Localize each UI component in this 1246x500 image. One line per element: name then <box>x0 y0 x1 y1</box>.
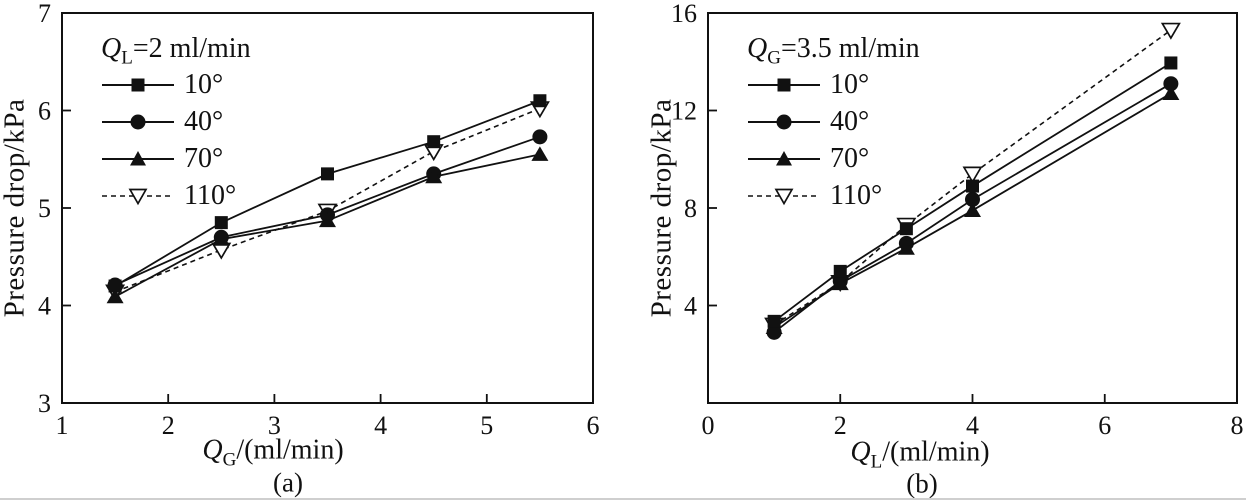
legend-label: 40° <box>184 105 224 137</box>
series-10deg <box>767 56 1178 328</box>
filled-square-line-icon <box>748 78 820 91</box>
filled-triangle-marker <box>964 202 981 217</box>
filled-triangle-marker <box>531 146 549 161</box>
axes: 1 2 3 4 5 6 3 4 5 6 7 <box>38 0 600 440</box>
filled-square-marker <box>427 135 441 149</box>
open-triangle-marker <box>1160 22 1181 40</box>
filled-circle-marker <box>965 191 980 207</box>
filled-triangle-marker <box>425 168 443 184</box>
filled-triangle-line-icon <box>748 150 820 165</box>
axes: 0 2 4 6 8 4 8 12 16 <box>671 0 1244 440</box>
legend-row-110deg: 110° <box>747 177 920 214</box>
filled-triangle-marker <box>831 275 849 291</box>
tick-label: 3 <box>38 389 51 418</box>
legend-row-10deg: 10° <box>101 66 251 103</box>
filled-square-marker <box>214 216 228 230</box>
filled-triangle-marker <box>897 240 915 255</box>
filled-square-marker <box>966 179 979 193</box>
tick-label: 4 <box>38 292 51 321</box>
legend-row-40deg: 40° <box>747 103 920 140</box>
filled-circle-marker <box>1163 76 1179 92</box>
tick-label: 6 <box>587 411 600 440</box>
filled-square-marker <box>767 314 781 328</box>
panel-caption-b: (b) <box>906 468 938 499</box>
legend-label: 10° <box>184 68 224 100</box>
filled-triangle-marker <box>212 231 230 246</box>
y-axis-label-a: Pressure drop/kPa <box>0 98 31 318</box>
tick-label: 4 <box>374 411 387 440</box>
tick-label: 3 <box>268 411 281 440</box>
legend-label: 110° <box>830 179 883 211</box>
open-triangle-marker <box>962 166 983 184</box>
tick-label: 4 <box>684 292 697 321</box>
filled-triangle-marker <box>1162 85 1180 100</box>
legend-label: 40° <box>830 105 870 137</box>
filled-square-marker <box>833 264 847 278</box>
legend-row-110deg: 110° <box>101 177 251 214</box>
legend-row-70deg: 70° <box>747 140 920 177</box>
legend-label: 10° <box>830 68 870 100</box>
tick-label: 8 <box>684 194 697 223</box>
legend-row-40deg: 40° <box>101 103 251 140</box>
tick-label: 0 <box>702 411 715 440</box>
legend-b: QG=3.5 ml/min 10° 40° 70° 110° <box>747 32 920 214</box>
tick-label: 16 <box>671 0 697 28</box>
filled-triangle-marker <box>106 288 124 304</box>
filled-circle-line-icon <box>748 114 820 129</box>
legend-title-b: QG=3.5 ml/min <box>747 33 920 69</box>
filled-square-marker <box>533 94 547 108</box>
legend-label: 70° <box>830 142 870 174</box>
pressure-drop-vs-gas-flow-chart: 1 2 3 4 5 6 3 4 5 6 7 <box>38 0 600 440</box>
series-70deg <box>106 146 549 304</box>
x-axis-label-a: QG/(ml/min) <box>202 434 344 471</box>
legend-a: QL=2 ml/min 10° 40° 70° 110° <box>101 32 251 214</box>
series-10deg <box>108 94 547 293</box>
tick-label: 5 <box>38 194 51 223</box>
tick-label: 5 <box>480 411 493 440</box>
panel-caption-a: (a) <box>273 467 303 498</box>
tick-label: 4 <box>966 411 979 440</box>
filled-square-marker <box>899 222 913 236</box>
tick-label: 8 <box>1231 411 1244 440</box>
filled-square-line-icon <box>102 78 174 91</box>
tick-label: 6 <box>38 97 51 126</box>
legend-row-10deg: 10° <box>747 66 920 103</box>
open-triangle-dashed-line-icon <box>102 188 174 205</box>
legend-title-a: QL=2 ml/min <box>101 33 251 69</box>
filled-circle-line-icon <box>102 114 174 129</box>
tick-label: 2 <box>162 411 175 440</box>
legend-label: 110° <box>184 179 237 211</box>
figure-bottom-rule <box>0 498 1246 500</box>
filled-triangle-marker <box>319 212 336 228</box>
filled-triangle-line-icon <box>102 150 174 165</box>
filled-square-marker <box>108 279 122 293</box>
open-triangle-dashed-line-icon <box>748 188 820 205</box>
tick-label: 1 <box>56 411 69 440</box>
tick-label: 2 <box>834 411 847 440</box>
y-axis-label-b: Pressure drop/kPa <box>645 98 678 318</box>
tick-label: 12 <box>671 97 697 126</box>
filled-circle-marker <box>532 129 548 145</box>
legend-row-70deg: 70° <box>101 140 251 177</box>
filled-square-marker <box>321 167 334 181</box>
x-axis-label-b: QL/(ml/min) <box>850 436 990 473</box>
pressure-drop-vs-liquid-flow-chart: 0 2 4 6 8 4 8 12 16 <box>671 0 1244 440</box>
tick-label: 7 <box>38 0 51 28</box>
legend-label: 70° <box>184 142 224 174</box>
tick-label: 6 <box>1098 411 1111 440</box>
filled-square-marker <box>1164 56 1178 70</box>
